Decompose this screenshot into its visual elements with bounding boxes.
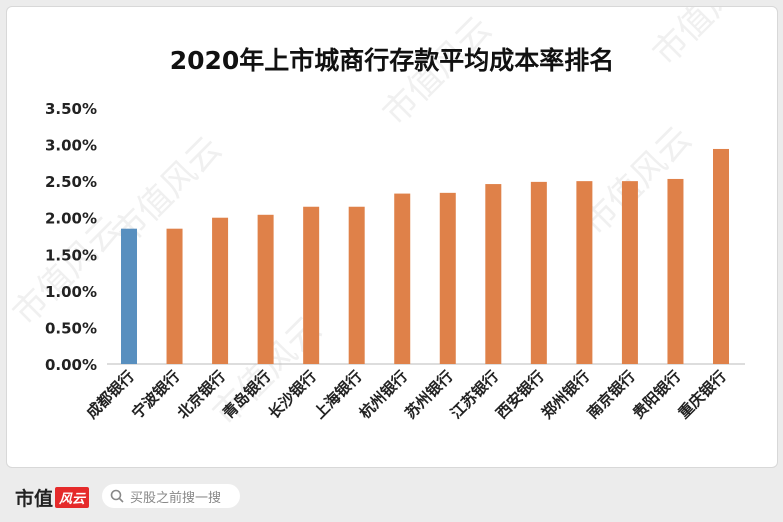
bar: 成都银行: 1.85%: [121, 228, 137, 364]
y-tick-label: 3.50%: [45, 100, 97, 118]
watermark-text: 市值风云: [645, 7, 769, 73]
bar: 北京银行: 2.00%: [212, 217, 229, 364]
x-tick-label: 成都银行: [83, 367, 138, 422]
logo-text: 市值: [15, 488, 54, 510]
x-tick-label: 西安银行: [493, 367, 548, 422]
y-tick-label: 0.00%: [45, 356, 97, 374]
bar: 苏州银行: 2.34%: [439, 192, 456, 364]
bar: 郑州银行: 2.50%: [576, 181, 593, 364]
x-tick-label: 江苏银行: [447, 367, 502, 422]
y-tick-label: 3.00%: [45, 137, 97, 155]
y-tick-label: 0.50%: [45, 319, 97, 337]
x-tick-label: 苏州银行: [401, 367, 456, 422]
search-icon: [110, 489, 124, 503]
bar: 长沙银行: 2.15%: [303, 206, 320, 364]
bar: 上海银行: 2.15%: [348, 206, 365, 364]
bar: 青岛银行: 2.04%: [257, 214, 274, 364]
bar: 重庆银行: 2.94%: [713, 148, 729, 364]
chart-title: 2020年上市城商行存款平均成本率排名: [170, 46, 615, 75]
search-placeholder: 买股之前搜一搜: [130, 490, 222, 506]
x-tick-label: 郑州银行: [538, 367, 593, 422]
bar: 杭州银行: 2.33%: [394, 193, 411, 364]
x-tick-label: 宁波银行: [128, 367, 183, 422]
x-tick-label: 南京银行: [584, 367, 639, 422]
bar: 南京银行: 2.50%: [621, 181, 638, 364]
y-tick-label: 1.00%: [45, 283, 97, 301]
brand-logo[interactable]: 市值 风云: [15, 484, 90, 511]
footer: 市值 风云 买股之前搜一搜: [0, 470, 783, 522]
bar: 江苏银行: 2.46%: [485, 184, 502, 364]
search-input[interactable]: 买股之前搜一搜: [102, 484, 240, 508]
x-tick-label: 上海银行: [310, 367, 365, 422]
x-tick-label: 杭州银行: [356, 367, 411, 422]
x-tick-label: 重庆银行: [675, 367, 730, 422]
y-tick-label: 2.50%: [45, 173, 97, 191]
logo-badge: 风云: [55, 487, 90, 508]
x-tick-label: 贵阳银行: [629, 367, 684, 422]
y-tick-label: 1.50%: [45, 246, 97, 264]
bar: 贵阳银行: 2.53%: [667, 178, 684, 364]
y-tick-label: 2.00%: [45, 210, 97, 228]
bar: 西安银行: 2.49%: [530, 181, 547, 364]
chart-card: 市值风云 市值风云 市值风云 市值风云 市值风云 市值风云 2020年上市城商行存款平均成…: [6, 6, 778, 468]
bar: 宁波银行: 1.85%: [166, 228, 183, 364]
